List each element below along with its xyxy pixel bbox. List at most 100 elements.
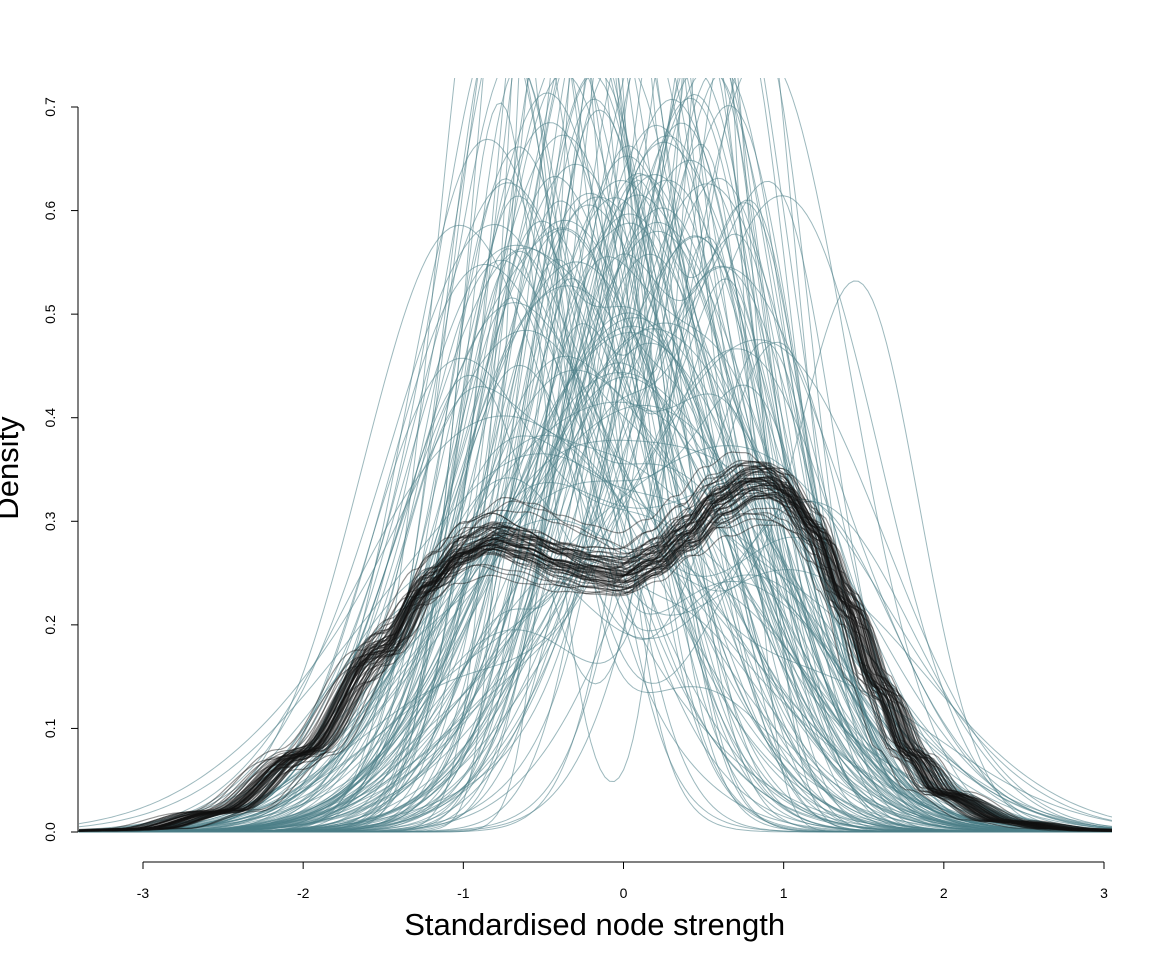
sample-curve	[78, 78, 1112, 833]
x-tick-label: -3	[137, 885, 150, 901]
reference-curve	[78, 466, 1112, 832]
reference-curve	[78, 467, 1112, 832]
sample-curve	[78, 78, 1112, 833]
reference-curve	[78, 482, 1113, 832]
reference-curve	[78, 471, 1112, 832]
sample-curve	[78, 78, 1112, 833]
reference-curve	[78, 512, 1113, 832]
reference-curve	[78, 524, 1113, 831]
y-tick-label: 0.7	[42, 97, 58, 117]
reference-curve	[78, 465, 1112, 832]
sample-curve	[78, 78, 1112, 833]
sample-curve	[78, 302, 1112, 833]
reference-curve	[78, 477, 1113, 832]
reference-curve	[78, 484, 1113, 832]
sample-curve	[78, 98, 1112, 833]
reference-curve	[78, 461, 1112, 832]
reference-curve	[78, 467, 1112, 832]
y-tick-label: 0.5	[42, 304, 58, 324]
reference-curve	[78, 495, 1113, 832]
reference-curve	[78, 491, 1113, 832]
sample-curve	[78, 78, 1112, 833]
sample-curve	[78, 265, 1112, 833]
reference-curve	[78, 480, 1112, 832]
sample-curve	[78, 78, 1112, 833]
y-tick-label: 0.4	[42, 408, 58, 428]
y-tick-label: 0.3	[42, 511, 58, 531]
reference-curve	[78, 493, 1113, 832]
y-tick-label: 0.0	[42, 822, 58, 842]
reference-curve	[78, 451, 1112, 832]
sample-curve	[78, 78, 1112, 833]
reference-curve	[78, 488, 1113, 832]
sample-curve	[78, 404, 1113, 832]
reference-curve	[78, 484, 1113, 831]
sample-curve	[78, 78, 1112, 833]
sample-curve	[78, 97, 1112, 833]
sample-curve	[78, 369, 1113, 833]
reference-curve	[78, 492, 1113, 832]
reference-curve	[78, 479, 1113, 832]
reference-curve	[78, 477, 1113, 832]
reference-curve	[78, 483, 1112, 832]
sample-curve	[78, 401, 1112, 833]
y-axis-title: Density	[0, 416, 25, 520]
reference-curve	[78, 476, 1112, 832]
reference-curve	[78, 480, 1112, 832]
sample-curve	[78, 224, 1112, 833]
sample-curve	[78, 357, 1112, 833]
reference-curve	[78, 476, 1113, 832]
sample-curve	[78, 362, 1113, 833]
sample-curve	[78, 500, 1113, 832]
sample-curve	[78, 435, 1113, 833]
reference-curve	[78, 465, 1112, 832]
reference-curve	[78, 477, 1112, 832]
x-tick-label: 3	[1100, 885, 1108, 901]
y-tick-label: 0.2	[42, 615, 58, 635]
sample-curve	[78, 222, 1112, 833]
y-axis: 0.0 0.1 0.2 0.3 0.4 0.5 0.6 0.7	[42, 97, 79, 842]
x-tick-label: 0	[620, 885, 628, 901]
sample-curve	[78, 220, 1112, 833]
reference-curve	[78, 478, 1112, 832]
x-tick-label: -2	[297, 885, 310, 901]
reference-curve	[78, 461, 1112, 832]
sample-curve	[78, 105, 1112, 833]
sample-curve	[78, 434, 1112, 833]
reference-curve	[78, 489, 1112, 832]
sample-curve	[78, 78, 1112, 833]
sample-curve	[78, 312, 1112, 833]
x-axis-title: Standardised node strength	[404, 907, 785, 942]
reference-curve	[78, 497, 1113, 832]
sample-curve	[78, 78, 1112, 833]
reference-curve	[78, 484, 1113, 832]
reference-curve	[78, 471, 1112, 832]
reference-curve	[78, 459, 1112, 832]
sample-curve	[78, 78, 1112, 833]
reference-curve	[78, 507, 1113, 831]
sample-curve	[78, 266, 1113, 833]
sample-curve	[78, 177, 1113, 833]
sample-curve	[78, 98, 1113, 833]
sample-curve	[78, 78, 1112, 833]
reference-curve	[78, 518, 1113, 831]
reference-curve	[78, 464, 1112, 832]
reference-curve	[78, 496, 1113, 832]
reference-curve	[78, 487, 1113, 832]
reference-curve	[78, 487, 1113, 832]
sample-curve	[78, 78, 1112, 833]
sample-curve	[78, 78, 1112, 833]
x-tick-label: 1	[780, 885, 788, 901]
reference-curve	[78, 494, 1113, 832]
sample-curve	[78, 364, 1113, 833]
reference-curve	[78, 464, 1112, 832]
reference-curve	[78, 509, 1112, 832]
sample-curve	[78, 78, 1113, 833]
sample-curve	[78, 384, 1113, 833]
sample-curve	[78, 445, 1113, 833]
reference-curve	[78, 460, 1112, 832]
sample-curve	[78, 78, 1112, 833]
sample-curve	[78, 163, 1112, 833]
reference-density-curves	[78, 451, 1113, 832]
